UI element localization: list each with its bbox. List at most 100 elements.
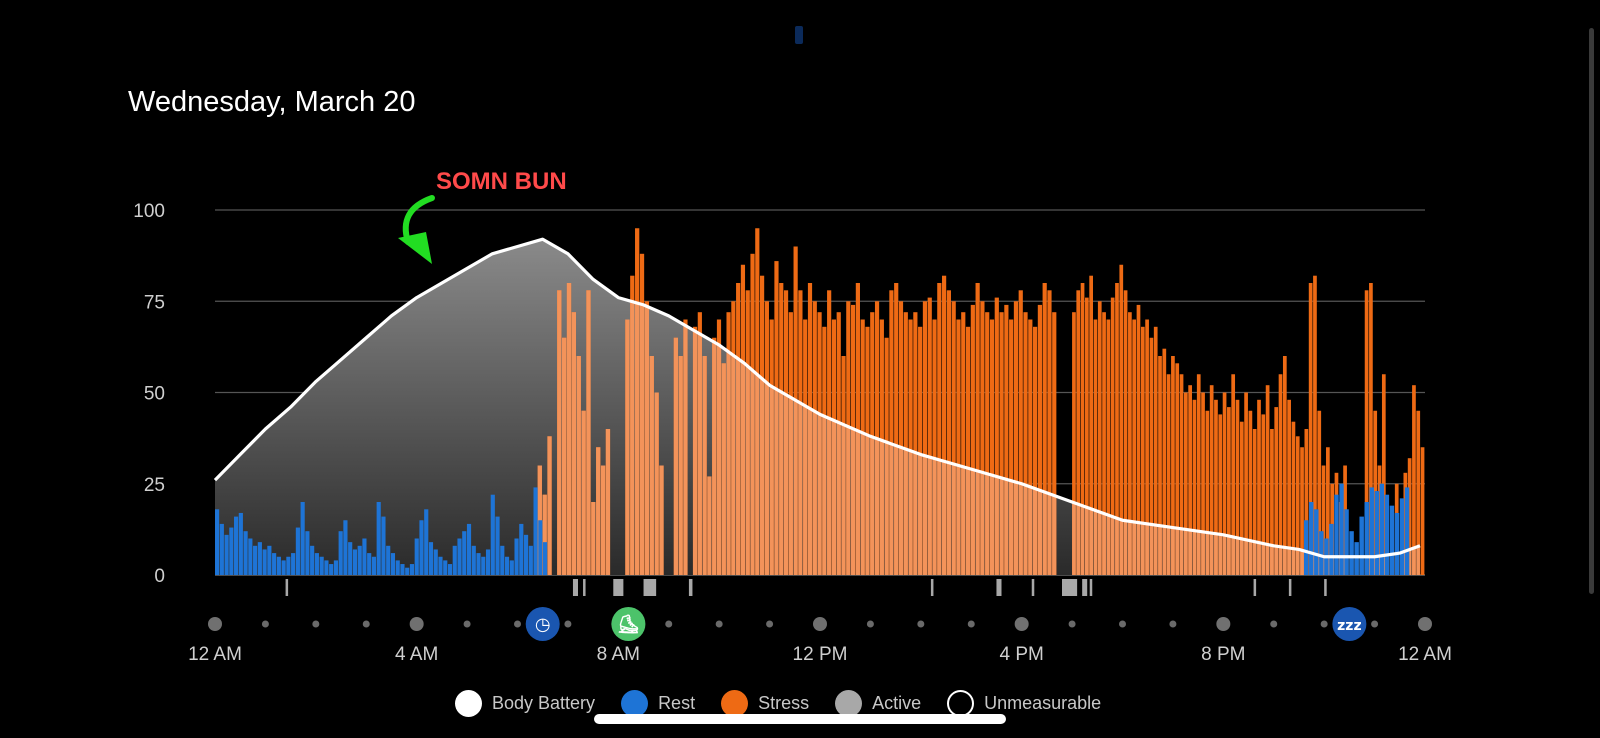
- rest-bar: [272, 553, 277, 575]
- rest-bar: [509, 560, 514, 575]
- active-segment: [1253, 579, 1257, 596]
- clock-icon[interactable]: ◷: [525, 607, 560, 641]
- stress-bar: [1227, 407, 1231, 575]
- stress-bar-under-battery: [547, 436, 552, 575]
- active-segment: [1031, 579, 1035, 596]
- rest-bar: [305, 531, 310, 575]
- timeline-dot: [1169, 620, 1177, 628]
- rest-bar: [257, 542, 262, 575]
- stress-bar: [951, 301, 956, 575]
- legend-item-rest: Rest: [621, 690, 695, 717]
- legend-item-unmeasurable: Unmeasurable: [947, 690, 1101, 717]
- timeline-dot: [967, 620, 975, 628]
- stress-bar: [1265, 385, 1270, 575]
- rest-bar: [371, 556, 377, 575]
- rest-bar: [376, 502, 381, 575]
- legend-swatch-icon: [835, 690, 863, 717]
- stress-bar-under-battery: [865, 326, 870, 575]
- stress-bar: [1123, 290, 1128, 575]
- stress-bar-under-battery: [807, 283, 813, 575]
- stress-bar: [1235, 399, 1240, 575]
- sleep-icon[interactable]: zzz: [1332, 607, 1367, 641]
- stress-bar: [1115, 283, 1119, 575]
- stress-bar: [1261, 414, 1266, 575]
- stress-bar: [1364, 290, 1369, 575]
- rest-bar: [462, 531, 467, 575]
- rest-bar: [352, 549, 358, 575]
- timeline-dot-major: [1418, 617, 1432, 631]
- stress-bar: [1149, 337, 1154, 575]
- stress-bar-under-battery: [673, 337, 678, 575]
- stress-bar: [1270, 429, 1274, 575]
- stress-bar: [1188, 385, 1192, 575]
- stress-bar: [961, 312, 966, 575]
- rest-bar: [466, 523, 472, 575]
- stress-bar: [1300, 447, 1304, 575]
- stress-bar: [898, 301, 904, 575]
- shoe-icon[interactable]: ⛸: [611, 607, 646, 641]
- x-tick-label: 8 AM: [597, 644, 640, 665]
- x-tick-label: 4 PM: [999, 644, 1043, 665]
- stress-bar: [970, 304, 975, 575]
- stress-bar-under-battery: [731, 301, 736, 575]
- stress-bar: [1153, 326, 1158, 575]
- home-indicator[interactable]: [594, 714, 1006, 724]
- rest-bar: [481, 556, 486, 575]
- body-battery-area: [215, 239, 1420, 575]
- x-tick-label: 12 AM: [188, 644, 242, 665]
- page-title: Wednesday, March 20: [128, 86, 416, 118]
- stress-bar: [1175, 363, 1180, 575]
- stress-bar: [1110, 297, 1115, 575]
- body-battery-line: [213, 237, 1421, 559]
- stress-bar-under-battery: [822, 326, 827, 575]
- stress-bar: [980, 301, 985, 575]
- rest-bar: [405, 567, 410, 575]
- rest-bar: [433, 549, 438, 575]
- stress-bar: [1037, 304, 1042, 575]
- stress-bar-under-battery: [591, 502, 596, 575]
- stress-bar: [1326, 447, 1330, 575]
- rest-bar: [286, 556, 291, 575]
- stress-bar: [1239, 421, 1244, 575]
- timeline-dot-major: [1014, 617, 1029, 631]
- stress-bar: [1317, 410, 1322, 575]
- stress-bar: [1313, 275, 1317, 575]
- stress-bar-under-battery: [707, 476, 712, 575]
- rest-bar: [1334, 494, 1339, 575]
- stress-bar-under-battery: [721, 363, 726, 575]
- stress-bar: [1282, 356, 1287, 575]
- stress-bar: [1093, 319, 1098, 575]
- active-segment: [688, 579, 693, 596]
- rest-bar: [1309, 502, 1314, 575]
- rest-bar: [215, 509, 220, 575]
- status-glyph: [795, 26, 803, 44]
- stress-bar-under-battery: [557, 290, 562, 575]
- stress-bar-under-battery: [841, 356, 846, 575]
- rest-bar: [485, 549, 491, 575]
- rest-bar: [300, 502, 305, 575]
- timeline-dot: [362, 620, 370, 628]
- stress-bar-under-battery: [581, 410, 586, 575]
- x-tick-label: 4 AM: [395, 644, 438, 665]
- stress-bar-under-battery: [697, 312, 702, 575]
- stress-bar-under-battery: [654, 392, 659, 575]
- rest-bar: [291, 553, 296, 575]
- scrollbar[interactable]: [1589, 28, 1594, 594]
- legend-swatch-icon: [721, 690, 749, 717]
- legend-swatch-icon: [621, 690, 649, 717]
- stress-bar: [932, 319, 937, 575]
- stress-bar-under-battery: [827, 290, 832, 575]
- stress-bar-under-battery: [750, 253, 755, 575]
- stress-bar: [1023, 312, 1028, 575]
- rest-bar: [500, 545, 505, 575]
- rest-bar: [343, 520, 348, 575]
- stress-bar: [1248, 410, 1253, 575]
- timeline-dot: [1320, 620, 1328, 628]
- rest-bar: [457, 538, 462, 575]
- rest-bar: [400, 564, 405, 575]
- y-tick-label-50: 50: [144, 384, 165, 405]
- rest-bar: [443, 560, 448, 575]
- active-segment: [285, 579, 289, 596]
- y-tick-label-75: 75: [144, 292, 165, 313]
